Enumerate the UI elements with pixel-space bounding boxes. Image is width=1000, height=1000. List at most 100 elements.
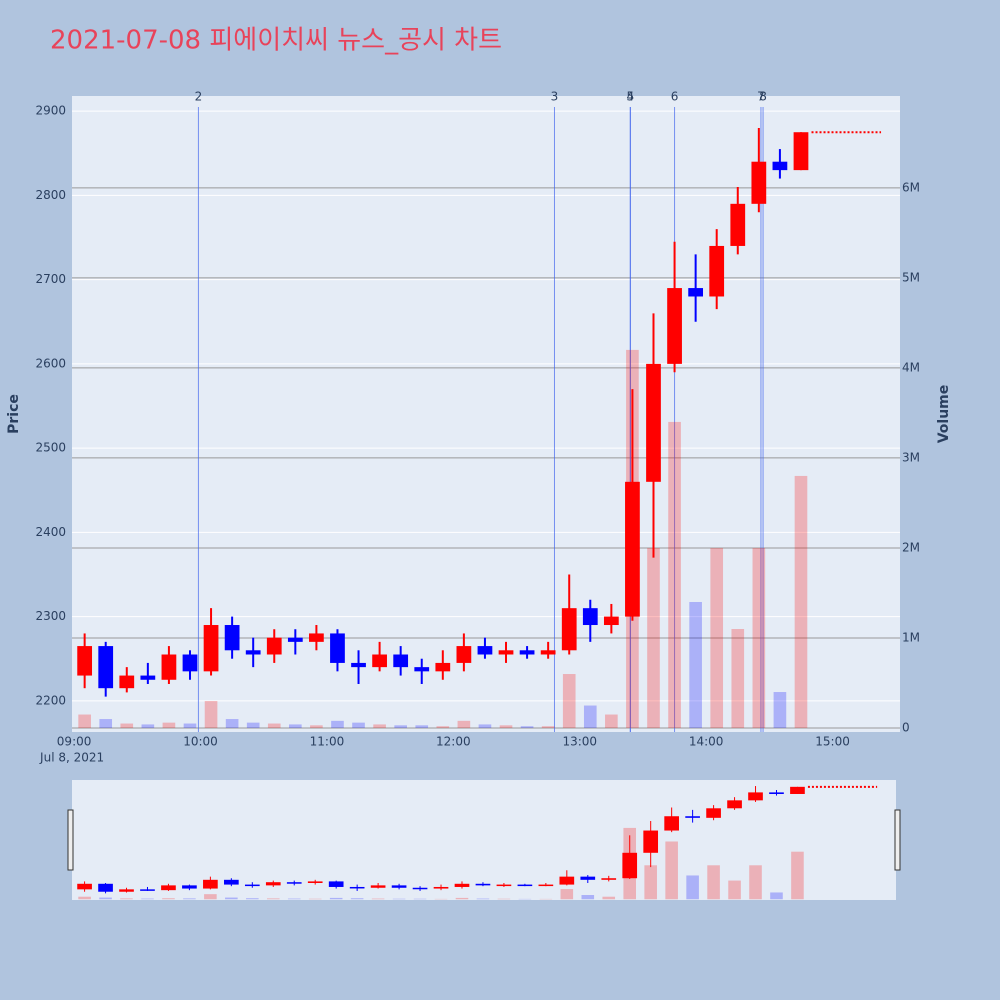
volume-bar bbox=[141, 898, 154, 900]
y-tick-label: 2900 bbox=[35, 104, 66, 118]
volume-bar bbox=[392, 898, 406, 900]
volume-bar bbox=[99, 897, 112, 900]
candle-body bbox=[266, 637, 282, 655]
volume-bar bbox=[560, 889, 574, 900]
candle-body bbox=[769, 792, 784, 794]
news-label: 4 bbox=[627, 90, 635, 104]
volume-bar bbox=[686, 875, 699, 900]
candle-body bbox=[475, 883, 491, 886]
candle-body bbox=[370, 885, 386, 888]
candle-body bbox=[667, 288, 682, 364]
volume-bar bbox=[728, 880, 741, 900]
x-tick-label: 13:00 bbox=[562, 735, 597, 749]
candle-body bbox=[349, 886, 365, 889]
volume-bar bbox=[225, 897, 238, 900]
y2-tick-label: 1M bbox=[902, 631, 920, 645]
volume-bar bbox=[562, 674, 576, 729]
volume-bar bbox=[749, 865, 762, 900]
candle-body bbox=[454, 883, 470, 887]
volume-bar bbox=[457, 720, 471, 729]
volume-bar bbox=[225, 719, 239, 729]
candle-body bbox=[706, 808, 721, 818]
volume-bar bbox=[266, 898, 280, 900]
candle-body bbox=[519, 650, 535, 655]
y2-tick-label: 3M bbox=[902, 450, 920, 464]
candle-body bbox=[730, 203, 746, 246]
candle-body bbox=[622, 852, 638, 879]
candle-body bbox=[98, 883, 113, 892]
candle-body bbox=[646, 363, 661, 482]
volume-bar bbox=[331, 720, 344, 729]
candle-body bbox=[709, 245, 725, 297]
candle-body bbox=[393, 654, 409, 668]
candle-body bbox=[435, 662, 451, 672]
range-handle[interactable] bbox=[894, 809, 901, 871]
volume-bar bbox=[141, 724, 155, 729]
range-handle[interactable] bbox=[67, 809, 74, 871]
y2-tick-label: 6M bbox=[902, 180, 920, 194]
volume-bar bbox=[752, 547, 766, 729]
candle-body bbox=[309, 633, 324, 642]
candle-body bbox=[688, 288, 704, 297]
candle-body bbox=[351, 662, 366, 668]
volume-bar bbox=[308, 898, 322, 900]
volume-bar bbox=[413, 898, 427, 900]
candle-body bbox=[307, 881, 323, 883]
y2-tick-label: 2M bbox=[902, 540, 920, 554]
volume-bar bbox=[352, 722, 365, 729]
x-date-label: Jul 8, 2021 bbox=[39, 751, 104, 765]
volume-bar bbox=[647, 547, 660, 729]
volume-bar bbox=[668, 421, 681, 729]
volume-bar bbox=[162, 722, 176, 729]
news-label: 5 bbox=[627, 90, 635, 104]
volume-bar bbox=[689, 601, 702, 729]
range-slider[interactable] bbox=[72, 780, 896, 900]
volume-bar bbox=[770, 892, 783, 900]
candle-body bbox=[414, 667, 430, 672]
candle-body bbox=[580, 876, 596, 880]
volume-bar bbox=[287, 898, 301, 900]
candle-body bbox=[412, 887, 428, 890]
volume-bar bbox=[415, 725, 429, 729]
volume-bar bbox=[476, 898, 490, 900]
volume-bar bbox=[371, 898, 385, 900]
candle-body bbox=[182, 654, 198, 672]
candle-body bbox=[603, 616, 619, 626]
candle-body bbox=[433, 886, 449, 889]
candle-body bbox=[790, 786, 805, 794]
candle-body bbox=[244, 884, 260, 887]
y-tick-label: 2500 bbox=[35, 441, 66, 455]
volume-bar bbox=[310, 725, 323, 729]
candle-body bbox=[265, 882, 281, 886]
chart-title: 2021-07-08 피에이치씨 뉴스_공시 차트 bbox=[50, 26, 502, 56]
plot-area bbox=[72, 96, 900, 732]
candle-body bbox=[685, 816, 700, 818]
candle-body bbox=[287, 637, 303, 642]
volume-bar bbox=[520, 726, 534, 729]
volume-bar bbox=[791, 851, 804, 900]
candle-body bbox=[203, 625, 219, 672]
volume-bar bbox=[204, 701, 218, 729]
volume-bar bbox=[541, 726, 555, 729]
candle-body bbox=[751, 161, 767, 204]
candle-body bbox=[540, 650, 556, 655]
volume-bar bbox=[499, 725, 513, 729]
y2-axis-title: Volume bbox=[936, 385, 952, 444]
y-tick-label: 2200 bbox=[35, 693, 66, 707]
candle-body bbox=[727, 800, 742, 809]
candle-body bbox=[328, 881, 344, 887]
volume-bar bbox=[478, 724, 492, 729]
candle-body bbox=[77, 883, 92, 890]
volume-bar bbox=[329, 897, 343, 900]
candle-body bbox=[517, 884, 533, 887]
news-label: 3 bbox=[551, 90, 559, 104]
x-tick-label: 09:00 bbox=[57, 735, 92, 749]
candle-body bbox=[140, 675, 156, 680]
volume-bar bbox=[289, 724, 302, 729]
candle-body bbox=[372, 654, 387, 668]
volume-bar bbox=[204, 894, 217, 900]
y-tick-label: 2300 bbox=[35, 609, 66, 623]
candle-body bbox=[245, 650, 261, 655]
candle-body bbox=[391, 885, 407, 888]
